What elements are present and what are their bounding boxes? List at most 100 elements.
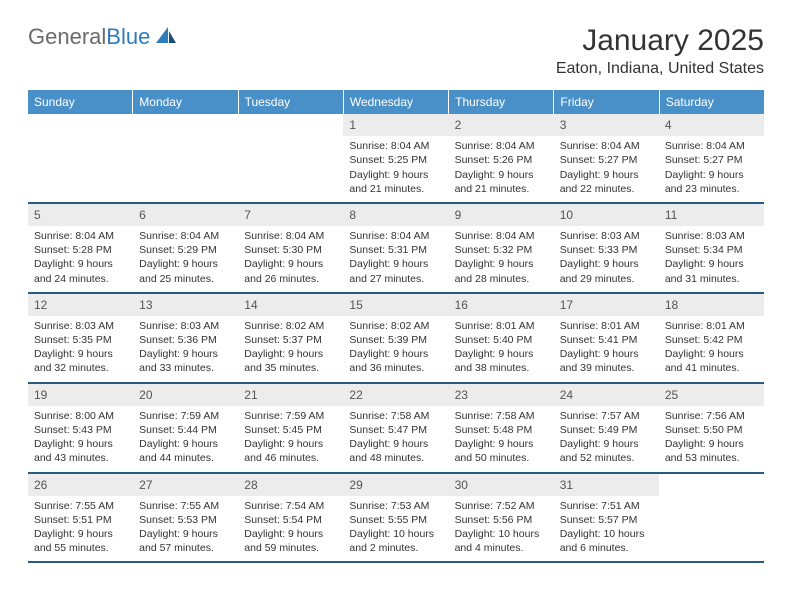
day-body: Sunrise: 8:04 AMSunset: 5:29 PMDaylight:… xyxy=(133,226,238,292)
daylight-text: Daylight: 9 hours and 46 minutes. xyxy=(244,437,337,465)
day-header: Saturday xyxy=(660,90,764,114)
sunrise-text: Sunrise: 7:51 AM xyxy=(560,499,653,513)
day-body: Sunrise: 7:51 AMSunset: 5:57 PMDaylight:… xyxy=(554,496,659,562)
day-number: 5 xyxy=(28,204,133,226)
calendar-cell: 28Sunrise: 7:54 AMSunset: 5:54 PMDayligh… xyxy=(238,474,343,562)
logo: GeneralBlue xyxy=(28,24,178,50)
daylight-text: Daylight: 9 hours and 24 minutes. xyxy=(34,257,127,285)
header: GeneralBlue January 2025 Eaton, Indiana,… xyxy=(28,24,764,78)
calendar-row: ...1Sunrise: 8:04 AMSunset: 5:25 PMDayli… xyxy=(28,114,764,204)
calendar-cell: 1Sunrise: 8:04 AMSunset: 5:25 PMDaylight… xyxy=(343,114,448,202)
day-body: Sunrise: 8:04 AMSunset: 5:28 PMDaylight:… xyxy=(28,226,133,292)
sunset-text: Sunset: 5:45 PM xyxy=(244,423,337,437)
daylight-text: Daylight: 10 hours and 2 minutes. xyxy=(349,527,442,555)
sunrise-text: Sunrise: 8:04 AM xyxy=(349,139,442,153)
sunset-text: Sunset: 5:43 PM xyxy=(34,423,127,437)
daylight-text: Daylight: 9 hours and 41 minutes. xyxy=(665,347,758,375)
sunset-text: Sunset: 5:27 PM xyxy=(560,153,653,167)
day-body: Sunrise: 8:00 AMSunset: 5:43 PMDaylight:… xyxy=(28,406,133,472)
calendar-cell: 4Sunrise: 8:04 AMSunset: 5:27 PMDaylight… xyxy=(659,114,764,202)
calendar-cell: 22Sunrise: 7:58 AMSunset: 5:47 PMDayligh… xyxy=(343,384,448,472)
sunrise-text: Sunrise: 8:03 AM xyxy=(665,229,758,243)
sunset-text: Sunset: 5:30 PM xyxy=(244,243,337,257)
sunset-text: Sunset: 5:28 PM xyxy=(34,243,127,257)
sunset-text: Sunset: 5:40 PM xyxy=(455,333,548,347)
daylight-text: Daylight: 9 hours and 33 minutes. xyxy=(139,347,232,375)
calendar-cell: 15Sunrise: 8:02 AMSunset: 5:39 PMDayligh… xyxy=(343,294,448,382)
day-number: 10 xyxy=(554,204,659,226)
day-body: Sunrise: 7:59 AMSunset: 5:44 PMDaylight:… xyxy=(133,406,238,472)
sunrise-text: Sunrise: 8:04 AM xyxy=(139,229,232,243)
sunrise-text: Sunrise: 8:04 AM xyxy=(455,229,548,243)
sunrise-text: Sunrise: 7:52 AM xyxy=(455,499,548,513)
daylight-text: Daylight: 9 hours and 21 minutes. xyxy=(455,168,548,196)
day-body: Sunrise: 8:03 AMSunset: 5:36 PMDaylight:… xyxy=(133,316,238,382)
sunset-text: Sunset: 5:29 PM xyxy=(139,243,232,257)
day-body: Sunrise: 8:04 AMSunset: 5:25 PMDaylight:… xyxy=(343,136,448,202)
sunrise-text: Sunrise: 8:04 AM xyxy=(455,139,548,153)
day-body: Sunrise: 8:04 AMSunset: 5:27 PMDaylight:… xyxy=(659,136,764,202)
sunrise-text: Sunrise: 8:02 AM xyxy=(349,319,442,333)
sunrise-text: Sunrise: 7:53 AM xyxy=(349,499,442,513)
sunset-text: Sunset: 5:48 PM xyxy=(455,423,548,437)
day-number: 13 xyxy=(133,294,238,316)
day-number: 8 xyxy=(343,204,448,226)
day-body: Sunrise: 8:03 AMSunset: 5:33 PMDaylight:… xyxy=(554,226,659,292)
daylight-text: Daylight: 10 hours and 4 minutes. xyxy=(455,527,548,555)
day-number: 18 xyxy=(659,294,764,316)
calendar-cell: 21 Sunrise: 7:59 AMSunset: 5:45 PMDayligh… xyxy=(238,384,343,472)
sunrise-text: Sunrise: 8:04 AM xyxy=(560,139,653,153)
day-body: Sunrise: 8:01 AMSunset: 5:42 PMDaylight:… xyxy=(659,316,764,382)
logo-text: GeneralBlue xyxy=(28,24,150,50)
calendar-cell: 9Sunrise: 8:04 AMSunset: 5:32 PMDaylight… xyxy=(449,204,554,292)
calendar: SundayMondayTuesdayWednesdayThursdayFrid… xyxy=(28,90,764,563)
day-number: 29 xyxy=(343,474,448,496)
day-number: 7 xyxy=(238,204,343,226)
title-block: January 2025 Eaton, Indiana, United Stat… xyxy=(556,24,764,78)
day-body: Sunrise: 7:58 AMSunset: 5:48 PMDaylight:… xyxy=(449,406,554,472)
daylight-text: Daylight: 9 hours and 23 minutes. xyxy=(665,168,758,196)
daylight-text: Daylight: 9 hours and 29 minutes. xyxy=(560,257,653,285)
calendar-cell: 13Sunrise: 8:03 AMSunset: 5:36 PMDayligh… xyxy=(133,294,238,382)
sunset-text: Sunset: 5:55 PM xyxy=(349,513,442,527)
calendar-body: ...1Sunrise: 8:04 AMSunset: 5:25 PMDayli… xyxy=(28,114,764,563)
calendar-cell: 7Sunrise: 8:04 AMSunset: 5:30 PMDaylight… xyxy=(238,204,343,292)
day-body: Sunrise: 8:04 AMSunset: 5:31 PMDaylight:… xyxy=(343,226,448,292)
calendar-cell: 3Sunrise: 8:04 AMSunset: 5:27 PMDaylight… xyxy=(554,114,659,202)
daylight-text: Daylight: 9 hours and 35 minutes. xyxy=(244,347,337,375)
day-number: 15 xyxy=(343,294,448,316)
sunset-text: Sunset: 5:54 PM xyxy=(244,513,337,527)
day-number: 31 xyxy=(554,474,659,496)
day-header: Wednesday xyxy=(344,90,449,114)
calendar-cell: . xyxy=(238,114,343,202)
day-body: Sunrise: 7:56 AMSunset: 5:50 PMDaylight:… xyxy=(659,406,764,472)
sunrise-text: Sunrise: 7:56 AM xyxy=(665,409,758,423)
sunset-text: Sunset: 5:26 PM xyxy=(455,153,548,167)
sunrise-text: Sunrise: 8:04 AM xyxy=(34,229,127,243)
day-number: 1 xyxy=(343,114,448,136)
calendar-cell: 11Sunrise: 8:03 AMSunset: 5:34 PMDayligh… xyxy=(659,204,764,292)
calendar-cell: 30Sunrise: 7:52 AMSunset: 5:56 PMDayligh… xyxy=(449,474,554,562)
day-number: 23 xyxy=(449,384,554,406)
calendar-cell: . xyxy=(28,114,133,202)
sunset-text: Sunset: 5:32 PM xyxy=(455,243,548,257)
calendar-cell: 25Sunrise: 7:56 AMSunset: 5:50 PMDayligh… xyxy=(659,384,764,472)
sunset-text: Sunset: 5:42 PM xyxy=(665,333,758,347)
day-body: Sunrise: 8:01 AMSunset: 5:40 PMDaylight:… xyxy=(449,316,554,382)
day-number: 11 xyxy=(659,204,764,226)
sunset-text: Sunset: 5:47 PM xyxy=(349,423,442,437)
sunrise-text: Sunrise: 8:03 AM xyxy=(560,229,653,243)
sunset-text: Sunset: 5:35 PM xyxy=(34,333,127,347)
day-number: 25 xyxy=(659,384,764,406)
sunset-text: Sunset: 5:57 PM xyxy=(560,513,653,527)
sunrise-text: Sunrise: 7:59 AM xyxy=(244,409,337,423)
sunset-text: Sunset: 5:27 PM xyxy=(665,153,758,167)
day-body: Sunrise: 8:02 AMSunset: 5:39 PMDaylight:… xyxy=(343,316,448,382)
calendar-cell: 23Sunrise: 7:58 AMSunset: 5:48 PMDayligh… xyxy=(449,384,554,472)
daylight-text: Daylight: 9 hours and 48 minutes. xyxy=(349,437,442,465)
calendar-cell: 20Sunrise: 7:59 AMSunset: 5:44 PMDayligh… xyxy=(133,384,238,472)
calendar-row: 12Sunrise: 8:03 AMSunset: 5:35 PMDayligh… xyxy=(28,294,764,384)
day-number: 21 xyxy=(238,384,343,406)
calendar-cell: 12Sunrise: 8:03 AMSunset: 5:35 PMDayligh… xyxy=(28,294,133,382)
sunrise-text: Sunrise: 8:04 AM xyxy=(665,139,758,153)
